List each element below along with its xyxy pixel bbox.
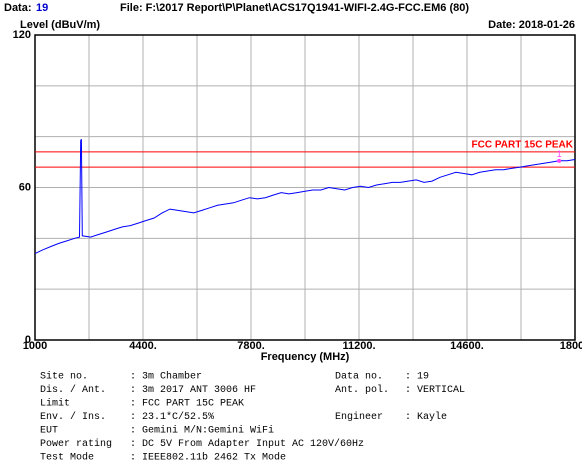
marker-label: 1 [557, 149, 562, 159]
y-tick-label: 120 [13, 29, 31, 41]
plot-frame [34, 34, 576, 341]
info-value: : Kayle [405, 411, 447, 423]
x-tick-label: 14600. [450, 340, 484, 352]
x-tick-label: 11200. [342, 340, 375, 352]
data-number: 19 [36, 2, 48, 14]
limit-label: FCC PART 15C PEAK [472, 140, 574, 151]
trace [34, 138, 576, 255]
info-label: Site no. [40, 371, 88, 383]
info-value: : 23.1*C/52.5% [130, 411, 214, 423]
info-label: Ant. pol. [335, 384, 389, 396]
info-label: EUT [40, 426, 58, 437]
info-value: : DC 5V From Adapter Input AC 120V/60Hz [130, 438, 364, 450]
x-tick-label: 4400. [129, 340, 157, 352]
marker [557, 158, 562, 163]
info-label: Power rating [40, 438, 112, 450]
x-tick-label: 7800. [237, 340, 265, 352]
info-label: Data no. [335, 372, 383, 383]
info-label: Engineer [335, 411, 383, 423]
info-label: Test Mode [40, 452, 94, 464]
date: Date: 2018-01-26 [488, 19, 575, 31]
info-value: : 3m 2017 ANT 3006 HF [130, 385, 256, 396]
x-tick-label: 1000 [23, 340, 47, 352]
info-label: Dis. / Ant. [40, 384, 106, 396]
info-value: : Gemini M/N:Gemini WiFi [130, 425, 274, 437]
info-label: Env. / Ins. [40, 411, 106, 423]
x-tick-label: 18000 [560, 340, 582, 352]
info-value: : FCC PART 15C PEAK [130, 399, 244, 410]
info-value: : 3m Chamber [130, 371, 202, 383]
data-label: Data: [4, 2, 32, 14]
x-axis-label: Frequency (MHz) [261, 351, 350, 363]
y-axis-label: Level (dBuV/m) [20, 19, 100, 31]
y-tick-label: 0 [25, 334, 31, 346]
y-tick-label: 60 [19, 181, 31, 193]
info-value: : VERTICAL [405, 385, 465, 396]
info-value: : IEEE802.11b 2462 Tx Mode [130, 452, 286, 464]
info-label: Limit [40, 398, 70, 410]
file-name: File: F:\2017 Report\P\Planet\ACS17Q1941… [120, 2, 469, 14]
info-value: : 19 [405, 372, 429, 383]
